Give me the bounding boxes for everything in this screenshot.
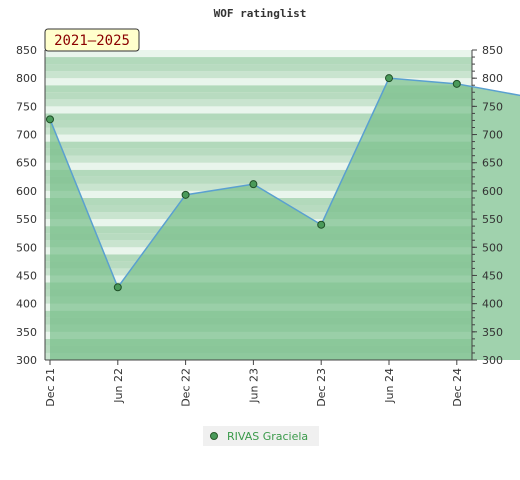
background-band [45,64,472,72]
area-fill [45,64,520,360]
y-tick-label-right: 750 [482,100,503,113]
x-tick-label: Jun 24 [383,368,396,404]
grid-stripe [45,176,472,191]
data-point[interactable] [46,115,54,124]
x-tick-label: Jun 22 [112,368,125,404]
grid-stripe [45,289,472,304]
series-points [46,74,461,292]
background-band [45,176,472,184]
background-band [45,148,472,156]
background-band [45,50,472,58]
data-point[interactable] [113,283,122,292]
y-tick-label-right: 450 [482,269,503,282]
y-tick-label: 400 [16,298,37,311]
background-band [45,85,472,93]
y-tick-label: 650 [16,157,37,170]
grid-stripe [45,317,472,332]
background-band [45,113,472,121]
background-band [45,92,472,100]
period-badge-label: 2021–2025 [54,33,130,49]
grid-stripe [45,261,472,276]
y-tick-label: 550 [16,213,37,226]
y-tick-label-right: 350 [482,326,503,339]
grid-stripe [45,120,472,135]
y-tick-label-right: 850 [482,44,503,57]
y-tick-label: 750 [16,100,37,113]
x-tick-label: Dec 23 [315,368,328,407]
period-badge: 2021–2025 [44,28,140,52]
y-tick-label: 500 [16,241,37,254]
x-tick-label: Jun 23 [247,368,260,404]
grid-stripe [45,148,472,163]
series-line-path [49,77,520,289]
area-under-series [50,78,520,360]
data-point[interactable] [452,79,461,88]
x-axis-ticks: Dec 21 Jun 22 Dec 22 Jun 23 Dec 23 Jun 24 Dec … [44,360,464,407]
background-band [45,162,472,170]
y-tick-label-right: 550 [482,213,503,226]
background-band [45,78,472,86]
grid-stripe [45,64,472,79]
data-point[interactable] [317,220,326,229]
y-tick-label: 850 [16,44,37,57]
x-tick-label: Dec 21 [44,368,57,407]
background-band [45,120,472,128]
y-tick-label-right: 700 [482,129,503,142]
data-point[interactable] [385,74,393,83]
grid-stripe [45,345,472,360]
y-tick-label: 800 [16,72,37,85]
data-point[interactable] [181,190,190,199]
legend-series-name: RIVAS Graciela [227,430,308,443]
y-tick-label-right: 650 [482,157,503,170]
background-band [45,106,472,114]
series-line [49,77,520,289]
background-band [45,99,472,107]
y-tick-label-right: 500 [482,241,503,254]
background-band [45,71,472,79]
y-tick-label-right: 600 [482,185,503,198]
y-tick-label-right: 800 [482,72,503,85]
grid-stripe [45,205,472,220]
y-tick-label: 350 [16,326,37,339]
background-band [45,57,472,65]
y-tick-label: 300 [16,354,37,367]
background-band [45,169,472,177]
legend: RIVAS Graciela [203,426,319,446]
y-tick-label: 600 [16,185,37,198]
y-axis-right-ticks: 300 350 400 450 500 550 600 650 700 750 800 850 [472,44,503,367]
grid-stripe [45,233,472,248]
y-tick-label-right: 400 [482,298,503,311]
background-band [45,127,472,135]
data-point[interactable] [249,180,258,189]
x-tick-label: Dec 24 [451,368,464,407]
y-tick-label: 700 [16,129,37,142]
grid-stripe [45,92,472,107]
background-band [45,155,472,163]
legend-marker [210,432,218,440]
y-tick-label-right: 300 [482,354,503,367]
y-axis-left-ticks: 300 350 400 450 500 550 600 650 700 750 800 850 [16,44,37,367]
y-tick-label: 450 [16,269,37,282]
x-tick-label: Dec 22 [180,368,193,407]
chart-title: WOF ratinglist [214,7,307,20]
background-band [45,141,472,149]
background-band [45,134,472,142]
